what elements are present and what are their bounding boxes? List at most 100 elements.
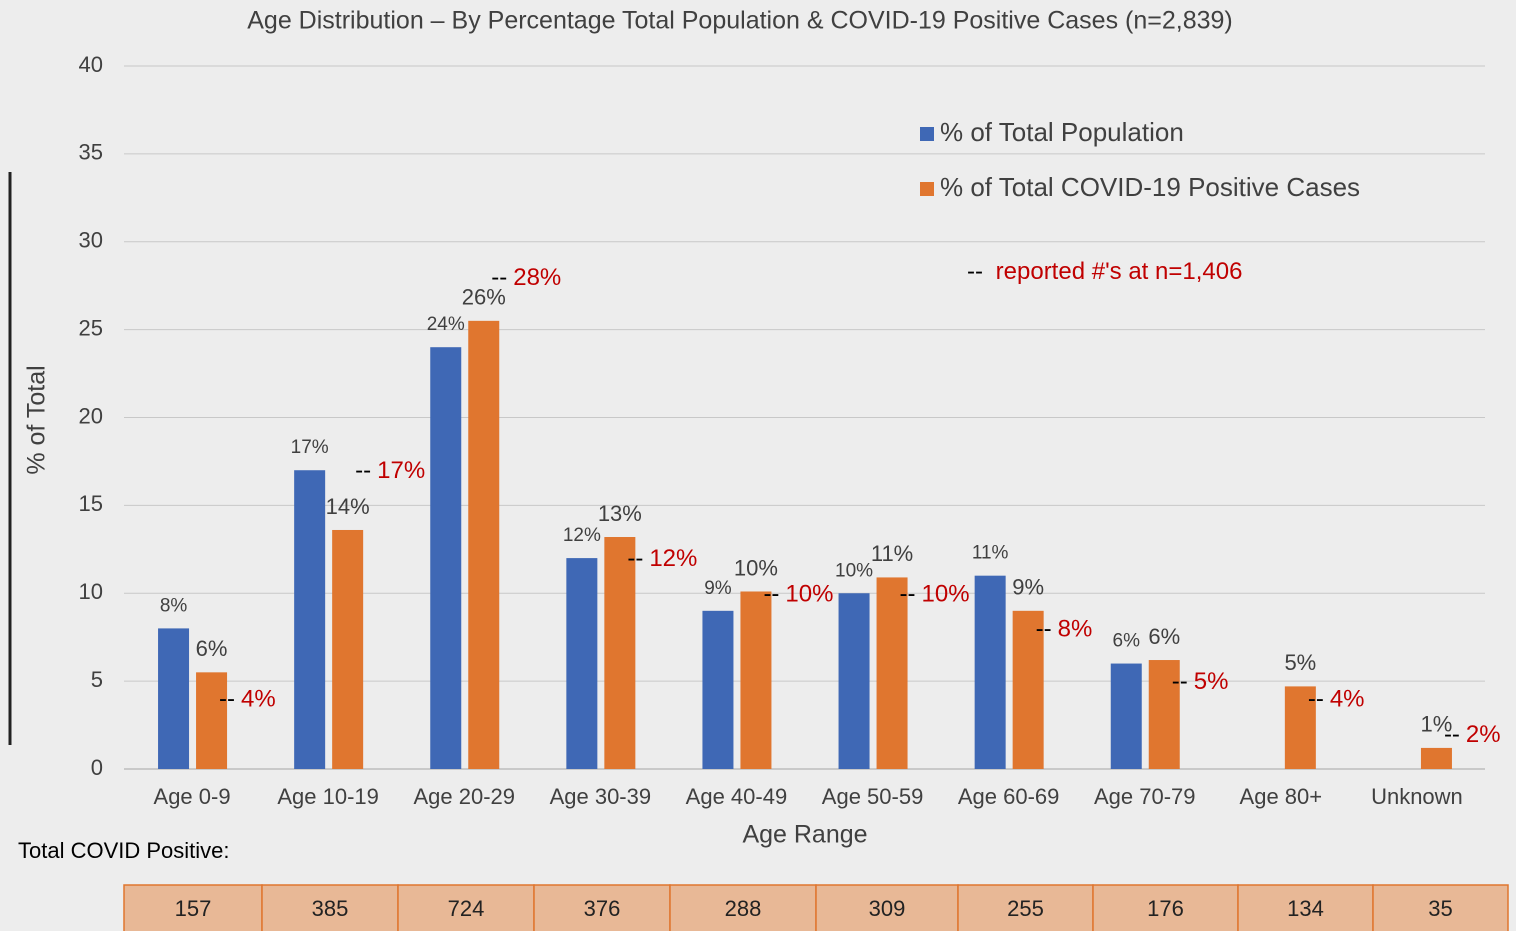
legend-label: % of Total Population (940, 117, 1184, 147)
reported-label: -- 12% (627, 545, 697, 572)
reported-value: 8% (1058, 616, 1093, 643)
legend-swatch (920, 127, 934, 141)
bar (566, 558, 598, 769)
bar (604, 537, 636, 769)
table-value: 288 (725, 896, 762, 921)
reported-label: -- 5% (1172, 668, 1229, 695)
table-value: 176 (1147, 896, 1184, 921)
chart-title: Age Distribution – By Percentage Total P… (247, 7, 1233, 35)
data-label: 9% (704, 578, 732, 599)
bar (876, 577, 908, 769)
bar (1110, 663, 1142, 769)
reported-label: -- 2% (1444, 721, 1501, 748)
legend-swatch (920, 182, 934, 196)
reported-note: -- reported #'s at n=1,406 (967, 258, 1242, 285)
bar (702, 610, 734, 769)
table-value: 157 (175, 896, 212, 921)
reported-label: -- 17% (355, 458, 425, 485)
reported-marker: -- (627, 545, 643, 572)
y-tick-label: 5 (91, 667, 103, 692)
table-value: 35 (1428, 896, 1452, 921)
reported-value: 28% (513, 264, 561, 291)
reported-marker: -- (1036, 616, 1052, 643)
bar (294, 470, 326, 769)
y-tick-label: 40 (79, 52, 103, 77)
reported-label: -- 4% (1308, 686, 1365, 713)
reported-marker: -- (763, 581, 779, 608)
reported-value: 2% (1466, 721, 1501, 748)
bar (1284, 686, 1316, 769)
reported-marker: -- (1308, 686, 1324, 713)
data-label: 5% (1284, 650, 1316, 675)
x-axis-label: Age Range (742, 821, 867, 849)
bar (838, 593, 870, 769)
reported-value: 4% (1330, 686, 1365, 713)
x-tick-label: Age 50-59 (822, 784, 924, 809)
y-axis-label: % of Total (23, 365, 51, 474)
reported-value: 4% (241, 686, 276, 713)
reported-marker: -- (219, 686, 235, 713)
reported-value: 17% (377, 458, 425, 485)
data-label: 8% (160, 595, 188, 616)
data-label: 1% (1421, 712, 1453, 737)
table-value: 255 (1007, 896, 1044, 921)
x-tick-label: Age 0-9 (154, 784, 231, 809)
bar (1012, 610, 1044, 769)
data-label: 6% (1113, 631, 1141, 652)
table-value: 134 (1287, 896, 1324, 921)
x-tick-label: Age 30-39 (550, 784, 652, 809)
y-tick-label: 0 (91, 755, 103, 780)
table-cell (1372, 884, 1509, 931)
data-label: 10% (734, 555, 778, 580)
totals-label: Total COVID Positive: (18, 838, 230, 863)
y-tick-label: 20 (79, 403, 103, 428)
table-cell (815, 884, 959, 931)
y-tick-label: 35 (79, 140, 103, 165)
x-tick-label: Age 80+ (1240, 784, 1323, 809)
table-cell (1237, 884, 1374, 931)
legend-label: % of Total COVID-19 Positive Cases (940, 172, 1360, 202)
data-label: 24% (427, 314, 465, 335)
bar (740, 591, 772, 769)
data-label: 11% (871, 541, 913, 566)
data-label: 9% (1012, 575, 1044, 600)
table-value: 309 (869, 896, 906, 921)
data-label: 13% (598, 501, 642, 526)
bar (332, 529, 364, 769)
reported-value: 5% (1194, 668, 1229, 695)
reported-label: -- 10% (763, 581, 833, 608)
reported-marker: -- (355, 458, 371, 485)
bar (196, 672, 228, 769)
data-label: 10% (835, 560, 873, 581)
y-tick-label: 25 (79, 315, 103, 340)
reported-value: 12% (649, 545, 697, 572)
x-tick-label: Age 20-29 (413, 784, 515, 809)
y-tick-label: 10 (79, 579, 103, 604)
table-cell (1092, 884, 1239, 931)
data-label: 17% (291, 437, 329, 458)
table-cell (123, 884, 263, 931)
table-value: 376 (584, 896, 621, 921)
y-tick-label: 15 (79, 491, 103, 516)
x-tick-label: Age 70-79 (1094, 784, 1196, 809)
reported-value: 10% (922, 581, 970, 608)
y-tick-label: 30 (79, 228, 103, 253)
reported-label: -- 28% (491, 264, 561, 291)
bar (430, 347, 462, 769)
reported-marker: -- (900, 581, 916, 608)
reported-label: -- 8% (1036, 616, 1093, 643)
reported-marker: -- (1444, 721, 1460, 748)
table-cell (957, 884, 1094, 931)
bar (1420, 747, 1452, 769)
bar (468, 320, 500, 769)
x-tick-label: Age 40-49 (686, 784, 788, 809)
table-value: 385 (312, 896, 349, 921)
x-tick-label: Age 60-69 (958, 784, 1060, 809)
x-tick-label: Unknown (1371, 784, 1463, 809)
data-label: 12% (563, 525, 601, 546)
reported-value: 10% (785, 581, 833, 608)
data-label: 11% (972, 543, 1009, 564)
note-marker: -- (967, 258, 983, 285)
table-value: 724 (448, 896, 485, 921)
